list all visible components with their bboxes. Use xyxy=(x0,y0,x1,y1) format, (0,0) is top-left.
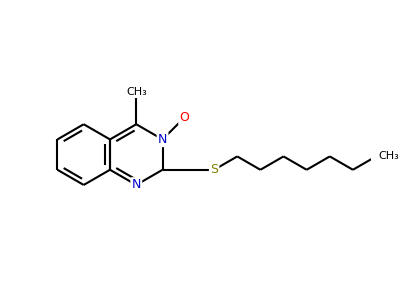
Text: O: O xyxy=(180,111,189,124)
Text: N: N xyxy=(132,178,141,191)
Text: CH₃: CH₃ xyxy=(379,152,400,161)
Text: N: N xyxy=(158,133,167,146)
Text: CH₃: CH₃ xyxy=(126,87,147,97)
Text: S: S xyxy=(210,163,218,176)
